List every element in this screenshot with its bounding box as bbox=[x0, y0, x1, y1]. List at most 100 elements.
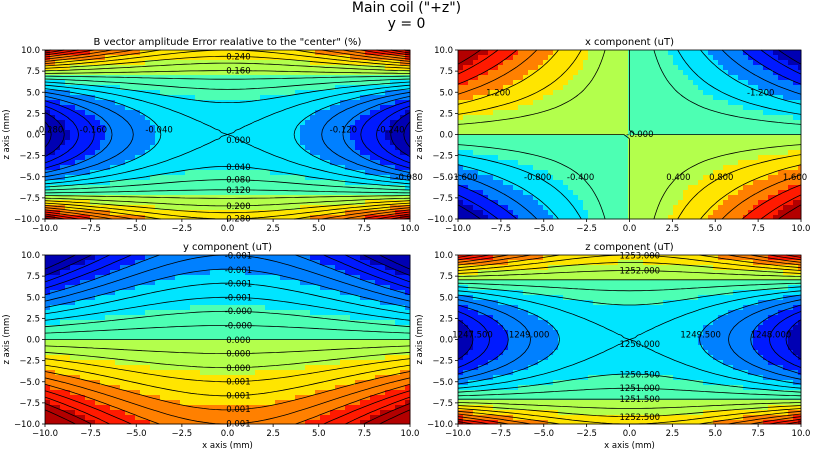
contour-band-cell bbox=[390, 215, 396, 220]
contour-band-cell bbox=[160, 205, 166, 211]
contour-band-cell bbox=[335, 205, 341, 211]
contour-band-cell bbox=[698, 80, 704, 86]
contour-band-cell bbox=[688, 75, 694, 81]
contour-band-cell bbox=[753, 125, 759, 131]
contour-band-cell bbox=[195, 190, 201, 196]
contour-band-cell bbox=[185, 125, 191, 131]
contour-band-cell bbox=[250, 55, 256, 61]
contour-band-cell bbox=[648, 95, 654, 101]
contour-band-cell bbox=[135, 65, 141, 71]
contour-band-cell bbox=[340, 60, 346, 66]
contour-band-cell bbox=[628, 95, 634, 101]
contour-band-cell bbox=[105, 105, 111, 111]
contour-band-cell bbox=[300, 95, 306, 101]
contour-band-cell bbox=[45, 155, 51, 161]
contour-band-cell bbox=[235, 200, 241, 206]
contour-band-cell bbox=[483, 65, 489, 71]
contour-band-cell bbox=[95, 120, 101, 126]
contour-band-cell bbox=[160, 65, 166, 71]
contour-band-cell bbox=[763, 210, 769, 216]
contour-band-cell bbox=[215, 75, 221, 81]
contour-band-cell bbox=[693, 130, 699, 136]
contour-band-cell bbox=[658, 215, 664, 220]
contour-band-cell bbox=[703, 185, 709, 191]
contour-band-cell bbox=[458, 85, 464, 91]
contour-band-cell bbox=[180, 115, 186, 121]
contour-band-cell bbox=[713, 170, 719, 176]
contour-band-cell bbox=[305, 60, 311, 66]
contour-band-cell bbox=[370, 175, 376, 181]
contour-band-cell bbox=[668, 130, 674, 136]
contour-band-cell bbox=[623, 145, 629, 151]
contour-band-cell bbox=[588, 115, 594, 121]
contour-band-cell bbox=[155, 210, 161, 216]
contour-band-cell bbox=[498, 115, 504, 121]
contour-band-cell bbox=[210, 155, 216, 161]
x-tick-label: 0.0 bbox=[623, 224, 637, 234]
contour-band-cell bbox=[738, 165, 744, 171]
contour-band-cell bbox=[220, 195, 226, 201]
contour-band-cell bbox=[225, 200, 231, 206]
contour-band-cell bbox=[390, 170, 396, 176]
contour-band-cell bbox=[350, 80, 356, 86]
contour-band-cell bbox=[708, 65, 714, 71]
contour-band-cell bbox=[593, 205, 599, 211]
contour-band-cell bbox=[225, 80, 231, 86]
contour-band-cell bbox=[698, 60, 704, 66]
contour-band-cell bbox=[110, 65, 116, 71]
contour-band-cell bbox=[130, 160, 136, 166]
contour-band-cell bbox=[593, 110, 599, 116]
contour-band-cell bbox=[350, 105, 356, 111]
y-tick-label: 5.0 bbox=[439, 88, 453, 98]
contour-band-cell bbox=[375, 105, 381, 111]
contour-band-cell bbox=[155, 120, 161, 126]
contour-band-cell bbox=[290, 210, 296, 216]
contour-band-cell bbox=[538, 195, 544, 201]
contour-band-cell bbox=[548, 85, 554, 91]
contour-band-cell bbox=[608, 65, 614, 71]
contour-band-cell bbox=[638, 70, 644, 76]
contour-band-cell bbox=[330, 50, 336, 56]
contour-band-cell bbox=[290, 130, 296, 136]
contour-band-cell bbox=[360, 215, 366, 220]
contour-band-cell bbox=[85, 180, 91, 186]
contour-band-cell bbox=[345, 210, 351, 216]
contour-band-cell bbox=[473, 55, 479, 61]
contour-band-cell bbox=[493, 175, 499, 181]
contour-band-cell bbox=[230, 190, 236, 196]
contour-band-cell bbox=[748, 215, 754, 220]
contour-band-cell bbox=[758, 90, 764, 96]
contour-band-cell bbox=[365, 205, 371, 211]
contour-band-cell bbox=[220, 110, 226, 116]
contour-band-cell bbox=[55, 115, 61, 121]
contour-band-cell bbox=[763, 140, 769, 146]
contour-band-cell bbox=[783, 120, 789, 126]
contour-band-cell bbox=[563, 200, 569, 206]
contour-band-cell bbox=[638, 165, 644, 171]
contour-band-cell bbox=[468, 160, 474, 166]
contour-band-cell bbox=[395, 105, 401, 111]
contour-band-cell bbox=[703, 170, 709, 176]
contour-band-cell bbox=[215, 155, 221, 161]
contour-band-cell bbox=[623, 85, 629, 91]
contour-band-cell bbox=[673, 140, 679, 146]
contour-band-cell bbox=[325, 165, 331, 171]
contour-band-cell bbox=[768, 120, 774, 126]
contour-band-cell bbox=[538, 180, 544, 186]
contour-band-cell bbox=[375, 205, 381, 211]
contour-band-cell bbox=[673, 120, 679, 126]
contour-band-cell bbox=[60, 185, 66, 191]
contour-band-cell bbox=[498, 100, 504, 106]
contour-band-cell bbox=[793, 215, 799, 220]
contour-band-cell bbox=[100, 75, 106, 81]
contour-band-cell bbox=[538, 160, 544, 166]
contour-band-cell bbox=[663, 50, 669, 56]
contour-band-cell bbox=[783, 215, 789, 220]
contour-band-cell bbox=[483, 75, 489, 81]
contour-band-cell bbox=[380, 185, 386, 191]
contour-band-cell bbox=[533, 60, 539, 66]
contour-band-cell bbox=[65, 95, 71, 101]
y-tick-label: −2.5 bbox=[432, 152, 453, 162]
contour-band-cell bbox=[573, 190, 579, 196]
contour-band-cell bbox=[593, 190, 599, 196]
